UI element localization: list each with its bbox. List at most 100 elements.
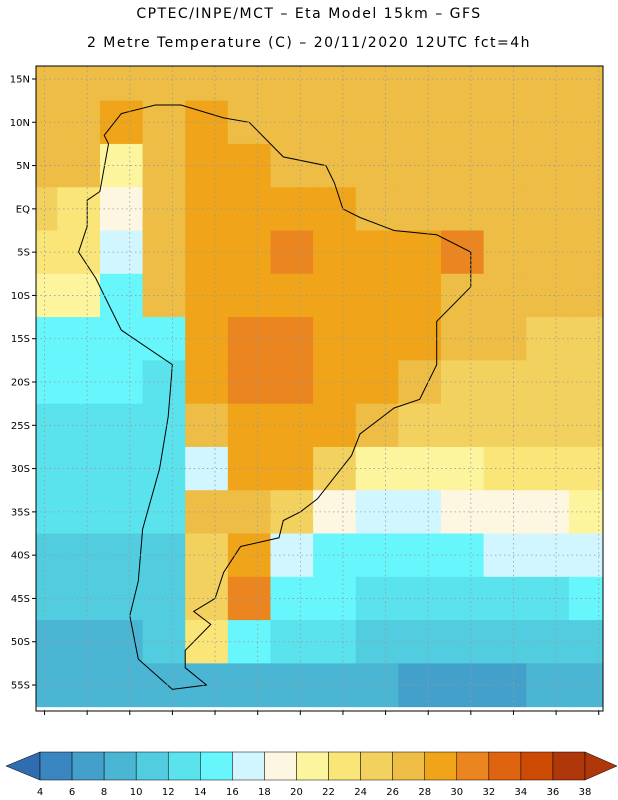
colorbar-swatch [232, 751, 265, 781]
colorbar-swatch [360, 751, 393, 781]
colorbar-low-arrow [5, 751, 41, 781]
temperature-cell [57, 403, 101, 448]
colorbar-label: 32 [482, 787, 495, 798]
temperature-cell [57, 317, 101, 361]
temperature-cell [57, 143, 101, 188]
temperature-cell [36, 187, 58, 231]
temperature-cell [526, 100, 570, 145]
temperature-cell [355, 66, 399, 102]
y-tick-label: EQ [16, 204, 30, 215]
y-axis: 15N 10N 5N EQ 5S 10S 15S 20S 25S 30S 35S 40S 45S 50S 5… [10, 74, 36, 692]
colorbar-label: 36 [547, 787, 560, 798]
temperature-cell [57, 100, 101, 145]
temperature-cell [57, 360, 101, 405]
y-tick-label: 25S [11, 421, 30, 432]
temperature-cell [36, 490, 58, 535]
temperature-cell [57, 66, 101, 102]
temperature-cell [441, 143, 485, 188]
colorbar-swatch [456, 751, 490, 781]
temperature-cell [441, 490, 485, 535]
temperature-cell [568, 66, 603, 102]
temperature-cell [36, 533, 58, 578]
chart-title-model: CPTEC/INPE/MCT – Eta Model 15km – GFS [136, 6, 482, 22]
temperature-cell [441, 533, 485, 578]
temperature-cell [398, 66, 442, 102]
temperature-cell [526, 230, 570, 275]
temperature-cell [441, 620, 485, 664]
temperature-cell [441, 360, 485, 405]
temperature-cell [441, 187, 485, 231]
temperature-cell [526, 143, 570, 188]
y-tick-label: 15S [11, 334, 30, 345]
colorbar-label: 14 [194, 787, 207, 798]
temperature-cell [36, 273, 58, 318]
y-tick-label: 5N [16, 161, 30, 172]
colorbar-swatch [488, 751, 522, 781]
temperature-cell [441, 230, 485, 275]
temperature-cell [57, 663, 101, 708]
temperature-cell [36, 317, 58, 361]
colorbar-label: 22 [322, 787, 335, 798]
colorbar-label: 20 [290, 787, 303, 798]
y-tick-label: 55S [11, 681, 30, 692]
temperature-cell [526, 576, 570, 621]
colorbar-swatch [167, 751, 201, 781]
colorbar-label: 18 [258, 787, 271, 798]
colorbar-swatch [328, 751, 361, 781]
colorbar-label: 4 [37, 787, 43, 798]
temperature-cell [57, 576, 101, 621]
temperature-cell [36, 446, 58, 491]
y-tick-label: 20S [11, 378, 30, 389]
temperature-cell [36, 143, 58, 188]
colorbar-label: 6 [69, 787, 75, 798]
colorbar-label: 34 [515, 787, 528, 798]
temperature-cell [526, 187, 570, 231]
chart-title-variable: 2 Metre Temperature (C) – 20/11/2020 12U… [86, 35, 532, 51]
temperature-cell [57, 533, 101, 578]
y-tick-label: 40S [11, 551, 30, 562]
temperature-cell [36, 403, 58, 448]
y-tick-label: 5S [17, 248, 30, 259]
temperature-cell [441, 403, 485, 448]
temperature-cell [526, 317, 570, 361]
temperature-field [36, 66, 603, 708]
temperature-cell [526, 533, 570, 578]
colorbar-swatch [103, 751, 137, 781]
y-tick-label: 10S [11, 291, 30, 302]
y-tick-label: 35S [11, 507, 30, 518]
colorbar-swatch [552, 751, 586, 781]
colorbar-swatch [520, 751, 554, 781]
temperature-cell [313, 66, 357, 102]
temperature-cell [57, 620, 101, 664]
temperature-cell [526, 620, 570, 664]
temperature-cell [36, 360, 58, 405]
temperature-cell [36, 576, 58, 621]
plot-frame [35, 65, 604, 712]
temperature-cell [36, 230, 58, 275]
colorbar-swatch [200, 751, 233, 781]
temperature-cell [526, 360, 570, 405]
temperature-cell [441, 446, 485, 491]
temperature-cell [36, 66, 58, 102]
temperature-cell [526, 490, 570, 535]
graticule [36, 66, 603, 711]
colorbar-swatch [392, 751, 425, 781]
colorbar-label: 12 [162, 787, 175, 798]
colorbar-swatch [71, 751, 105, 781]
y-tick-label: 45S [11, 594, 30, 605]
temperature-cell [99, 66, 144, 102]
colorbar-swatch [264, 751, 297, 781]
temperature-cell [270, 66, 314, 102]
colorbar-swatch [424, 751, 458, 781]
temperature-cell [185, 66, 229, 102]
temperature-cell [441, 663, 485, 708]
colorbar-label: 8 [101, 787, 107, 798]
temperature-cell [36, 620, 58, 664]
colorbar-label: 26 [386, 787, 399, 798]
colorbar-swatch [296, 751, 329, 781]
colorbar-swatch [39, 751, 73, 781]
temperature-cell [57, 490, 101, 535]
colorbar-label: 30 [450, 787, 463, 798]
temperature-cell [57, 273, 101, 318]
colorbar-label: 16 [226, 787, 239, 798]
